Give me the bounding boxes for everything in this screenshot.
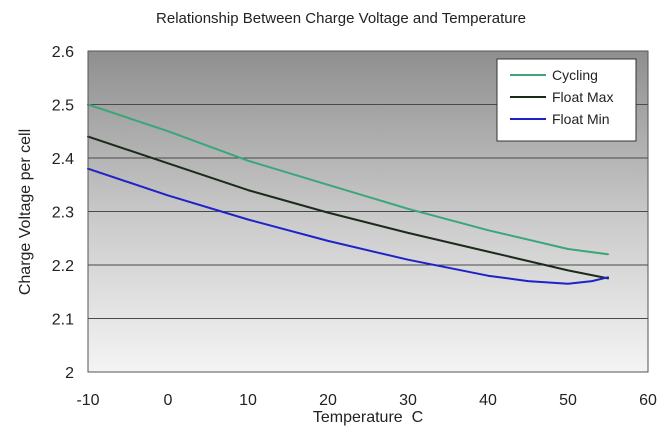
x-tick-label: 40 — [479, 392, 497, 409]
y-tick-labels: 2 2.1 2.2 2.3 2.4 2.5 2.6 — [52, 44, 74, 382]
x-tick-label: -10 — [76, 392, 99, 409]
x-tick-label: 50 — [559, 392, 577, 409]
plot-border — [87, 50, 649, 373]
series-lines — [87, 103, 609, 285]
x-tick-label: 0 — [164, 392, 173, 409]
y-tick-label: 2.6 — [52, 44, 74, 61]
series-line-float-max — [87, 135, 609, 280]
legend-label-float-max: Float Max — [552, 89, 613, 105]
legend: Cycling Float Max Float Min — [496, 58, 637, 142]
series-line-cycling — [87, 103, 609, 256]
series-line-float-min — [87, 167, 609, 285]
y-tick-label: 2.4 — [52, 151, 74, 168]
chart-title: Relationship Between Charge Voltage and … — [156, 10, 526, 27]
y-tick-label: 2.5 — [52, 98, 74, 115]
y-tick-label: 2.3 — [52, 205, 74, 222]
y-tick-label: 2.1 — [52, 312, 74, 329]
legend-label-float-min: Float Min — [552, 111, 610, 127]
x-axis-label: Temperature C — [313, 409, 423, 426]
y-tick-label: 2 — [65, 365, 74, 382]
x-tick-label: 10 — [239, 392, 257, 409]
y-tick-label: 2.2 — [52, 258, 74, 275]
y-axis-label: Charge Voltage per cell — [17, 129, 34, 295]
x-tick-labels: -10 0 10 20 30 40 50 60 — [76, 392, 657, 409]
legend-box — [496, 58, 637, 142]
x-tick-label: 20 — [319, 392, 337, 409]
legend-label-cycling: Cycling — [552, 67, 598, 83]
x-tick-label: 30 — [399, 392, 417, 409]
x-tick-label: 60 — [639, 392, 657, 409]
gridlines — [88, 104, 648, 319]
